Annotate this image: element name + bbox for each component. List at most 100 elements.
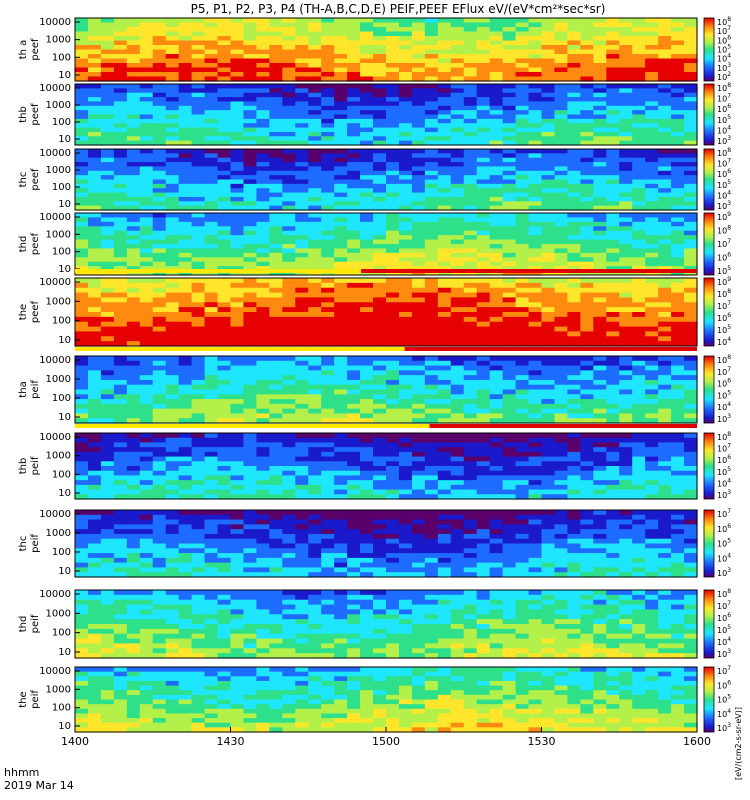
spectrogram-cell (593, 230, 607, 236)
spectrogram-cell (100, 437, 115, 444)
spectrogram-cell (398, 136, 413, 142)
spectrogram-cell (386, 31, 400, 37)
spectrogram-cell (424, 261, 439, 267)
spectrogram-cell (593, 76, 607, 82)
spectrogram-cell (373, 213, 387, 219)
spectrogram-cell (308, 408, 322, 415)
spectrogram-cell (282, 45, 296, 51)
spectrogram-cell (450, 433, 465, 439)
spectrogram-cell (386, 326, 400, 333)
spectrogram-cell (463, 475, 478, 481)
spectrogram-cell (450, 114, 465, 120)
spectrogram-cell (75, 101, 89, 107)
spectrogram-cell (541, 302, 556, 308)
spectrogram-cell (334, 239, 348, 245)
spectrogram-cell (204, 326, 219, 333)
spectrogram-cell (243, 484, 258, 491)
spectrogram-cell (269, 326, 283, 333)
spectrogram-cell (217, 110, 232, 116)
spectrogram-cell (398, 447, 413, 453)
spectrogram-cell (593, 370, 607, 376)
spectrogram-cell (386, 170, 400, 176)
spectrogram-cell (373, 326, 387, 333)
spectrogram-cell (411, 266, 426, 272)
spectrogram-cell (593, 336, 607, 342)
spectrogram-cell (580, 447, 594, 453)
spectrogram-cell (528, 179, 543, 185)
colorbar-tick-label: 105 (717, 44, 731, 55)
spectrogram-cell (217, 252, 232, 258)
spectrogram-cell (139, 287, 154, 294)
spectrogram-cell (308, 248, 322, 254)
spectrogram-cell (113, 153, 128, 159)
spectrogram-cell (230, 123, 245, 129)
spectrogram-cell (411, 365, 426, 371)
colorbar-tick-exponent: 7 (727, 443, 731, 450)
spectrogram-cell (230, 302, 245, 308)
spectrogram-cell (191, 379, 206, 386)
spectrogram-cell (554, 394, 569, 400)
spectrogram-cell (360, 54, 374, 60)
spectrogram-cell (645, 297, 659, 303)
spectrogram-cell (126, 118, 141, 124)
spectrogram-cell (87, 489, 102, 495)
spectrogram-cell (113, 394, 128, 400)
spectrogram-cell (152, 88, 167, 94)
spectrogram-cell (321, 252, 335, 258)
spectrogram-cell (424, 153, 439, 159)
spectrogram-cell (75, 149, 89, 154)
spectrogram-cell (658, 205, 672, 211)
spectrogram-cell (295, 76, 309, 82)
spectrogram-cell (632, 84, 646, 89)
spectrogram-cell (606, 470, 620, 477)
spectrogram-cell (411, 114, 426, 120)
spectrogram-cell (593, 470, 607, 477)
spectrogram-cell (632, 217, 646, 223)
spectrogram-cell (139, 356, 154, 362)
spectrogram-cell (217, 399, 232, 405)
spectrogram-cell (632, 437, 646, 444)
spectrogram-cell (178, 326, 193, 333)
colorbar-tick-label: 103 (717, 489, 731, 500)
spectrogram-cell (295, 475, 309, 481)
spectrogram-cell (165, 18, 180, 24)
spectrogram-cell (165, 149, 180, 154)
spectrogram-cell (593, 226, 607, 232)
spectrogram-cell (100, 188, 115, 194)
spectrogram-cell (295, 118, 309, 124)
spectrogram-cell (139, 118, 154, 124)
spectrogram-cell (619, 114, 633, 120)
spectrogram-cell (580, 226, 594, 232)
spectrogram-cell (671, 297, 685, 303)
spectrogram-cell (308, 157, 322, 163)
spectrogram-cell (671, 118, 685, 124)
spectrogram-cell (308, 131, 322, 137)
spectrogram-cell (152, 557, 167, 564)
spectrogram-cell (256, 316, 270, 323)
spectrogram-cell (152, 192, 167, 198)
spectrogram-cell (593, 88, 607, 94)
spectrogram-cell (502, 49, 517, 55)
spectrogram-cell (308, 360, 322, 367)
spectrogram-cell (373, 221, 387, 227)
spectrogram-cell (671, 239, 685, 245)
colorbar-tick-label: 104 (717, 124, 731, 135)
spectrogram-cell (580, 188, 594, 194)
spectrogram-cell (243, 278, 258, 284)
spectrogram-cell (645, 394, 659, 400)
spectrogram-cell (347, 221, 361, 227)
spectrogram-cell (541, 31, 556, 37)
spectrogram-cell (489, 92, 504, 98)
spectrogram-cell (645, 196, 659, 202)
spectrogram-cell (567, 45, 581, 51)
spectrogram-cell (230, 437, 245, 444)
spectrogram-cell (554, 270, 569, 276)
spectrogram-cell (100, 379, 115, 386)
spectrogram-cell (152, 292, 167, 299)
spectrogram-cell (152, 470, 167, 477)
spectrogram-cell (243, 205, 258, 211)
spectrogram-cell (360, 110, 374, 116)
spectrogram-cell (243, 475, 258, 481)
spectrogram-cell (165, 557, 180, 564)
spectrogram-cell (152, 257, 167, 263)
